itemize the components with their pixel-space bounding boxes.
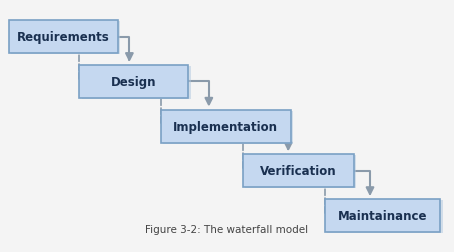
FancyBboxPatch shape	[327, 200, 443, 233]
FancyBboxPatch shape	[9, 21, 118, 54]
FancyBboxPatch shape	[245, 156, 356, 189]
FancyBboxPatch shape	[161, 110, 291, 143]
FancyBboxPatch shape	[11, 22, 120, 55]
FancyBboxPatch shape	[325, 199, 440, 232]
Text: Maintainance: Maintainance	[338, 209, 427, 222]
Text: Design: Design	[111, 76, 157, 88]
Text: Implementation: Implementation	[173, 120, 278, 133]
FancyBboxPatch shape	[163, 111, 293, 144]
Text: Requirements: Requirements	[17, 31, 110, 44]
FancyBboxPatch shape	[79, 66, 188, 99]
FancyBboxPatch shape	[82, 67, 191, 100]
Text: Figure 3-2: The waterfall model: Figure 3-2: The waterfall model	[145, 224, 309, 234]
Text: Verification: Verification	[260, 165, 337, 178]
FancyBboxPatch shape	[243, 155, 354, 187]
